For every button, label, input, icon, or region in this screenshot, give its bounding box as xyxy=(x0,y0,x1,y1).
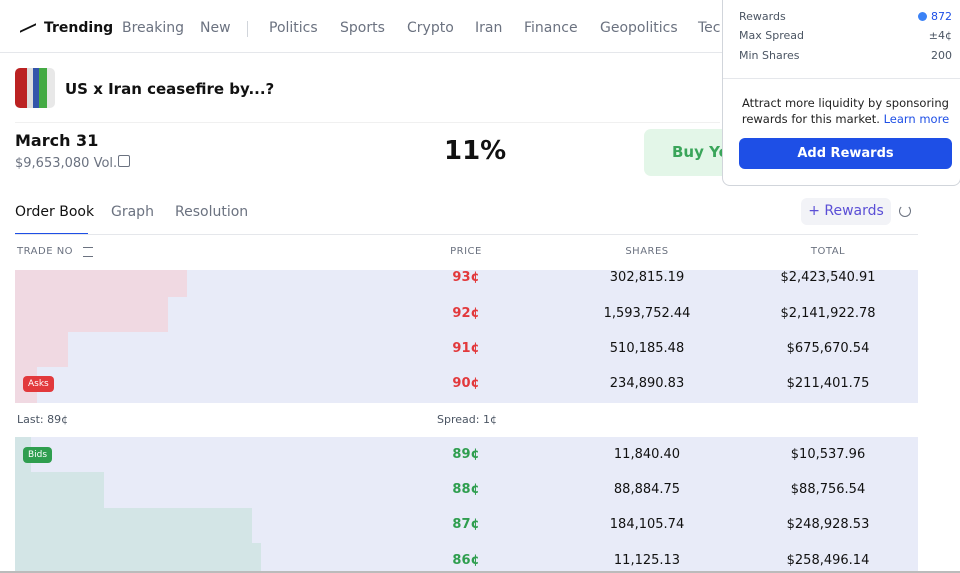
depth-bar xyxy=(15,332,68,367)
nav-separator xyxy=(247,21,248,37)
learn-more-link[interactable]: Learn more xyxy=(883,112,950,126)
nav-item[interactable]: Sports xyxy=(340,20,385,36)
nav-item[interactable]: Crypto xyxy=(407,20,454,36)
nav-item[interactable]: New xyxy=(200,20,231,36)
total: $10,537.96 xyxy=(790,447,866,462)
column-header: PRICE xyxy=(450,246,482,257)
market-date: March 31 xyxy=(15,131,99,150)
add-rewards-button[interactable]: Add Rewards xyxy=(739,138,952,169)
price: 86¢ xyxy=(452,553,480,568)
total: $2,423,540.91 xyxy=(780,270,876,285)
nav-item[interactable]: Finance xyxy=(524,20,578,36)
bottom-edge xyxy=(0,571,960,573)
nav-divider xyxy=(0,52,960,53)
popup-value: 872 xyxy=(931,10,952,23)
depth-bar xyxy=(15,297,168,332)
tab[interactable]: Resolution xyxy=(175,204,249,220)
price: 90¢ xyxy=(452,376,480,391)
total: $211,401.75 xyxy=(786,376,870,391)
depth-bar xyxy=(15,472,104,508)
shares: 302,815.19 xyxy=(609,270,685,285)
spread: Spread: 1¢ xyxy=(437,413,497,426)
price: 87¢ xyxy=(452,517,480,532)
shares: 11,840.40 xyxy=(613,447,681,462)
nav-item[interactable]: Geopolitics xyxy=(600,20,678,36)
column-header: TOTAL xyxy=(810,246,846,257)
refresh-icon[interactable] xyxy=(899,205,911,217)
shares: 11,125.13 xyxy=(613,553,681,568)
divider xyxy=(723,78,960,79)
popup-text: Attract more liquidity by sponsoring rew… xyxy=(739,95,952,127)
popup-row: Rewards 872 xyxy=(739,10,952,23)
total: $675,670.54 xyxy=(786,341,870,356)
price: 92¢ xyxy=(452,306,480,321)
popup-row: Min Shares 200 xyxy=(739,49,952,62)
shares: 510,185.48 xyxy=(609,341,685,356)
total: $2,141,922.78 xyxy=(780,306,876,321)
price: 91¢ xyxy=(452,341,480,356)
market-probability: 11% xyxy=(444,136,507,166)
price: 93¢ xyxy=(452,270,480,285)
gift-icon xyxy=(118,155,130,167)
popup-description: Attract more liquidity by sponsoring rew… xyxy=(741,96,949,126)
popup-row: Max Spread ±4¢ xyxy=(739,29,952,42)
price: 89¢ xyxy=(452,447,480,462)
trending-icon xyxy=(20,23,36,41)
column-header: SHARES xyxy=(625,246,669,257)
divider xyxy=(15,122,720,123)
price: 88¢ xyxy=(452,482,480,497)
column-header: TRADE NO xyxy=(17,246,74,257)
asks-badge: Asks xyxy=(23,376,54,392)
nav-item[interactable]: Tec xyxy=(698,20,721,36)
sort-icon[interactable] xyxy=(83,247,93,257)
market-title: US x Iran ceasefire by...? xyxy=(65,80,275,98)
rewards-button[interactable]: + Rewards xyxy=(801,198,891,225)
depth-bar xyxy=(15,508,252,543)
market-icon xyxy=(15,68,55,108)
popup-value: 200 xyxy=(931,49,952,62)
nav-item[interactable]: Politics xyxy=(269,20,318,36)
rewards-icon xyxy=(918,12,927,21)
shares: 184,105.74 xyxy=(609,517,685,532)
last-price: Last: 89¢ xyxy=(17,413,69,426)
popup-label: Min Shares xyxy=(739,49,800,62)
market-volume: $9,653,080 Vol. xyxy=(15,156,118,171)
shares: 234,890.83 xyxy=(609,376,685,391)
nav-item[interactable]: Trending xyxy=(44,20,114,36)
popup-label: Rewards xyxy=(739,10,786,23)
total: $258,496.14 xyxy=(786,553,870,568)
shares: 1,593,752.44 xyxy=(603,306,691,321)
total: $248,928.53 xyxy=(786,517,870,532)
popup-value: ±4¢ xyxy=(928,29,952,42)
depth-bar xyxy=(15,270,187,297)
popup-label: Max Spread xyxy=(739,29,804,42)
depth-bar xyxy=(15,543,261,573)
divider xyxy=(15,234,918,235)
nav-item[interactable]: Breaking xyxy=(122,20,185,36)
total: $88,756.54 xyxy=(790,482,866,497)
tab[interactable]: Graph xyxy=(111,204,154,220)
bids-badge: Bids xyxy=(23,447,53,463)
shares: 88,884.75 xyxy=(613,482,681,497)
nav-item[interactable]: Iran xyxy=(475,20,503,36)
tab[interactable]: Order Book xyxy=(15,204,95,220)
